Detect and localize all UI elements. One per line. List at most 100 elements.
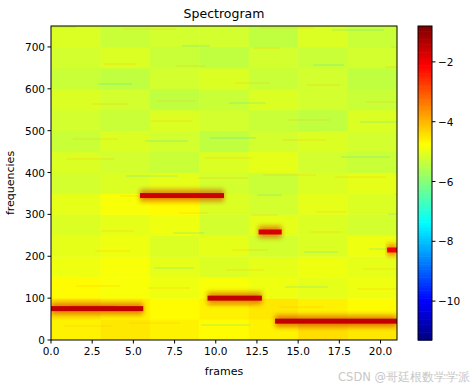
x-tick [215, 340, 216, 344]
y-tick-label: 600 [25, 83, 45, 95]
heat-cell [348, 193, 397, 214]
texture-streak [313, 64, 344, 66]
heat-cell [348, 152, 397, 173]
heat-cell [199, 131, 249, 152]
colorbar-tick [432, 181, 436, 182]
colorbar-tick-label: −4 [438, 116, 454, 128]
heat-cell [298, 152, 348, 173]
y-tick [48, 46, 52, 47]
texture-streak [198, 177, 248, 179]
heat-cell [298, 131, 348, 152]
heat-cell [199, 152, 249, 173]
texture-streak [104, 63, 136, 65]
x-tick-label: 0.0 [43, 345, 60, 357]
x-tick [174, 340, 175, 344]
heat-cell [348, 277, 397, 298]
texture-streak [332, 29, 384, 31]
tone [259, 229, 282, 234]
heat-cell [51, 193, 101, 214]
texture-streak [279, 306, 324, 308]
watermark: CSDN @哥廷根数学学派 [338, 370, 470, 384]
heat-cell [100, 47, 150, 68]
heat-cell [348, 173, 397, 194]
heat-cell [298, 47, 348, 68]
tone-halo [208, 292, 262, 304]
colorbar [418, 26, 432, 341]
texture-streak [95, 250, 130, 252]
heat-cell [249, 131, 299, 152]
heat-cell [199, 89, 249, 110]
heat-cell [150, 68, 200, 89]
tone [387, 247, 397, 252]
heat-cell [249, 193, 299, 214]
texture-streak [335, 176, 386, 178]
plot-frame [51, 26, 397, 340]
colorbar-tick-label: −10 [438, 295, 460, 307]
texture-streak [288, 119, 330, 121]
heat-cell [100, 277, 150, 298]
texture-streak [157, 100, 196, 102]
texture-streak [145, 140, 188, 142]
y-tick [48, 172, 52, 173]
heat-cell [348, 131, 397, 152]
y-tick [48, 256, 52, 257]
texture-streak [151, 120, 192, 122]
texture-streak [76, 285, 120, 287]
heat-cell [249, 89, 299, 110]
heat-cell [298, 89, 348, 110]
heat-cell [150, 110, 200, 131]
y-axis-label: frequencies [4, 151, 17, 215]
texture-streak [363, 268, 397, 270]
x-axis-label: frames [205, 365, 244, 378]
heat-cell [348, 214, 397, 235]
y-tick [48, 214, 52, 215]
y-tick [48, 88, 52, 89]
heat-cell [51, 256, 101, 277]
texture-streak [229, 102, 266, 104]
texture-streak [182, 45, 210, 47]
colorbar-tick [432, 301, 436, 302]
texture-streak [154, 267, 194, 269]
colorbar-tick-label: −2 [438, 56, 453, 68]
heat-cell [298, 193, 348, 214]
y-tick [48, 340, 52, 341]
texture-streak [263, 174, 316, 176]
heat-cell [100, 235, 150, 256]
texture-streak [226, 269, 264, 271]
tone-halo [259, 226, 282, 238]
heat-cell [199, 214, 249, 235]
colorbar-tick [432, 241, 436, 242]
tone [275, 319, 397, 324]
heat-cell [348, 235, 397, 256]
texture-streak [385, 66, 397, 68]
x-tick [256, 340, 257, 344]
texture-streak [232, 249, 268, 251]
heat-cell [150, 298, 200, 319]
texture-streak [176, 65, 206, 67]
texture-streak [179, 212, 208, 214]
x-tick [380, 340, 381, 344]
colorbar-tick-label: −6 [438, 176, 454, 188]
texture-streak [92, 103, 128, 105]
heat-cell [199, 68, 249, 89]
heat-cell [199, 235, 249, 256]
heat-cell [51, 173, 101, 194]
x-tick [51, 340, 52, 344]
title: Spectrogram [184, 6, 265, 21]
heat-cell [100, 131, 150, 152]
heat-cell [249, 68, 299, 89]
heat-cell [51, 89, 101, 110]
heat-cell [199, 26, 249, 47]
y-tick-label: 0 [38, 334, 45, 346]
y-tick-label: 500 [25, 125, 45, 137]
y-tick-label: 100 [25, 292, 45, 304]
colorbar-tick [432, 61, 436, 62]
heat-cell [51, 110, 101, 131]
texture-streak [391, 46, 397, 48]
texture-streak [304, 251, 338, 253]
colorbar-frame [418, 26, 432, 340]
heat-cell [150, 256, 200, 277]
texture-streak [129, 322, 180, 324]
heat-cell [199, 256, 249, 277]
x-tick-label: 17.5 [328, 345, 351, 357]
